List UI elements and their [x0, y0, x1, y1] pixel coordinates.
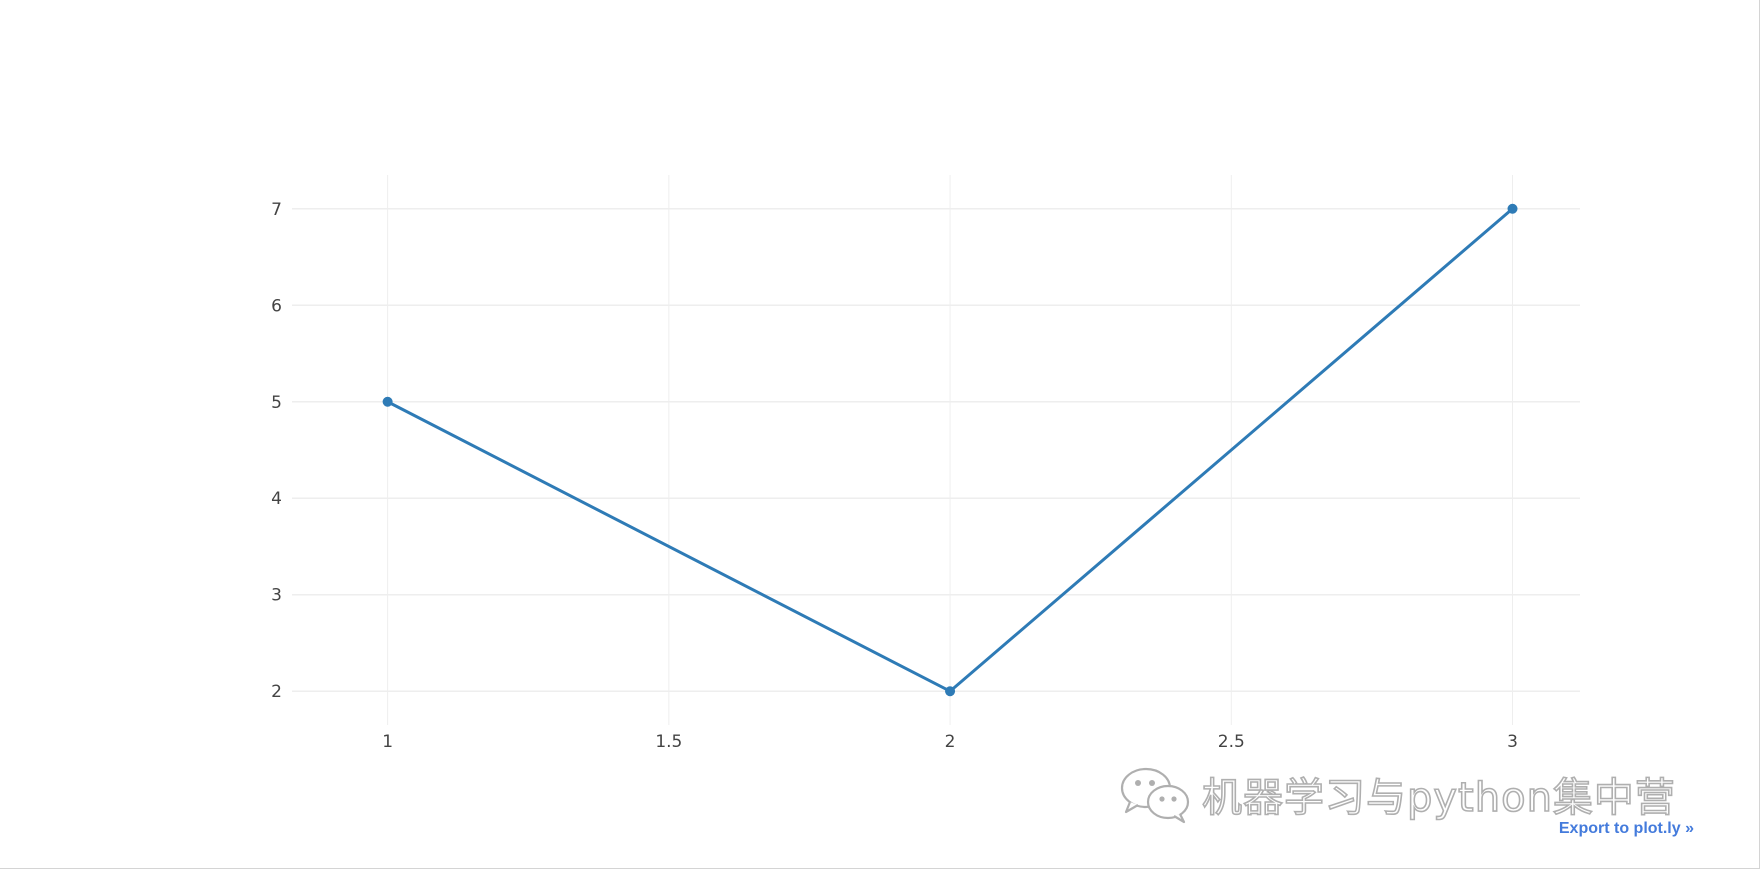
- series-layer: [382, 203, 1518, 697]
- gridlines: [292, 175, 1580, 725]
- data-point: [945, 686, 956, 697]
- x-tick-label: 2.5: [1218, 732, 1245, 752]
- x-tick-label: 1.5: [655, 732, 682, 752]
- tick-labels: 1 1.5 2 2.5 3 2 3 4 5 6 7: [271, 200, 1518, 752]
- x-tick-label: 1: [382, 732, 393, 752]
- x-tick-label: 3: [1507, 732, 1518, 752]
- y-tick-label: 5: [271, 393, 282, 413]
- data-point: [382, 396, 393, 407]
- x-tick-label: 2: [945, 732, 956, 752]
- y-tick-label: 4: [271, 489, 282, 509]
- export-to-plotly-link[interactable]: Export to plot.ly »: [1558, 820, 1694, 837]
- y-tick-label: 3: [271, 586, 282, 606]
- data-point: [1507, 203, 1518, 214]
- y-tick-label: 7: [271, 200, 282, 220]
- y-tick-label: 6: [271, 296, 282, 316]
- y-tick-label: 2: [271, 682, 282, 702]
